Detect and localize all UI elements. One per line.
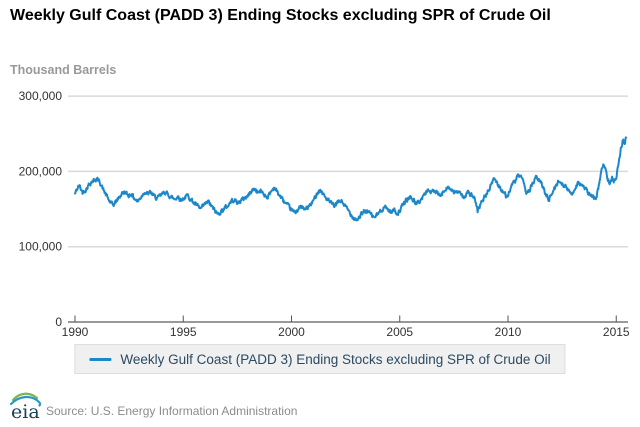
source-text: Source: U.S. Energy Information Administ…: [46, 404, 298, 418]
x-axis-tick-label: 2015: [603, 325, 630, 339]
legend-label: Weekly Gulf Coast (PADD 3) Ending Stocks…: [120, 351, 551, 367]
units-label: Thousand Barrels: [10, 63, 117, 77]
x-axis-tick-label: 2005: [386, 325, 413, 339]
eia-logo-text: eia: [11, 401, 40, 423]
x-axis-tick-label: 2000: [278, 325, 305, 339]
chart-title: Weekly Gulf Coast (PADD 3) Ending Stocks…: [10, 7, 551, 24]
x-axis-tick-label: 1995: [170, 325, 197, 339]
series-line: [74, 136, 627, 222]
y-axis-tick-label: 100,000: [19, 240, 63, 254]
legend[interactable]: Weekly Gulf Coast (PADD 3) Ending Stocks…: [74, 344, 566, 374]
y-axis-tick-label: 300,000: [19, 89, 63, 103]
x-axis-tick-label: 1990: [62, 325, 89, 339]
eia-logo: eia: [9, 392, 42, 423]
y-axis-tick-label: 0: [55, 315, 62, 329]
legend-line-swatch-icon: [89, 357, 112, 361]
x-axis-tick-label: 2010: [495, 325, 522, 339]
y-axis-tick-label: 200,000: [19, 164, 63, 178]
